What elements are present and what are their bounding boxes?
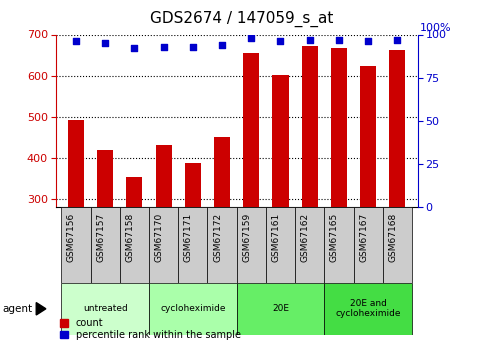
Bar (156, 145, 171, 207)
Point (277, 39, 284, 44)
Bar (266, 207, 295, 283)
Text: GSM67162: GSM67162 (301, 213, 310, 262)
Text: cycloheximide: cycloheximide (160, 304, 226, 313)
Text: untreated: untreated (83, 304, 128, 313)
Bar (120, 207, 149, 283)
Bar (237, 207, 266, 283)
Bar (91, 207, 120, 283)
Bar (243, 53, 259, 207)
Bar (149, 283, 237, 335)
Text: GSM67172: GSM67172 (213, 213, 222, 262)
Point (218, 42, 226, 48)
Bar (295, 207, 324, 283)
Point (335, 37, 343, 42)
Point (101, 40, 109, 46)
Text: 100%: 100% (420, 23, 452, 33)
Text: GSM67158: GSM67158 (126, 213, 134, 262)
Point (160, 44, 168, 49)
Text: GSM67161: GSM67161 (271, 213, 281, 262)
Point (72, 39, 80, 44)
Bar (61, 283, 149, 335)
Bar (185, 162, 201, 207)
Bar (383, 207, 412, 283)
Bar (331, 48, 347, 207)
Text: GSM67167: GSM67167 (359, 213, 368, 262)
Bar (127, 177, 142, 207)
Legend: count, percentile rank within the sample: count, percentile rank within the sample (60, 318, 241, 340)
Bar (324, 207, 354, 283)
Text: 20E and
cycloheximide: 20E and cycloheximide (335, 299, 401, 318)
Text: 20E: 20E (272, 304, 289, 313)
Point (189, 44, 197, 49)
Bar (61, 207, 91, 283)
Text: GSM67156: GSM67156 (67, 213, 76, 262)
Bar (149, 207, 178, 283)
Bar (354, 207, 383, 283)
Text: GSM67171: GSM67171 (184, 213, 193, 262)
Point (394, 37, 401, 42)
Bar (68, 119, 84, 207)
Bar (178, 207, 208, 283)
Text: GSM67168: GSM67168 (388, 213, 398, 262)
Bar (237, 283, 324, 335)
Text: GSM67165: GSM67165 (330, 213, 339, 262)
Point (364, 39, 372, 44)
Text: GSM67170: GSM67170 (155, 213, 164, 262)
Point (130, 46, 138, 51)
Text: GSM67159: GSM67159 (242, 213, 251, 262)
Bar (324, 283, 412, 335)
Bar (302, 46, 318, 207)
Bar (97, 149, 113, 207)
Point (306, 37, 313, 42)
Text: agent: agent (2, 304, 32, 314)
Bar (214, 137, 230, 207)
Bar (389, 50, 405, 207)
Text: GDS2674 / 147059_s_at: GDS2674 / 147059_s_at (150, 10, 333, 27)
Polygon shape (36, 303, 46, 315)
Bar (360, 66, 376, 207)
Bar (272, 75, 288, 207)
Text: GSM67157: GSM67157 (96, 213, 105, 262)
Bar (208, 207, 237, 283)
Point (247, 35, 255, 41)
